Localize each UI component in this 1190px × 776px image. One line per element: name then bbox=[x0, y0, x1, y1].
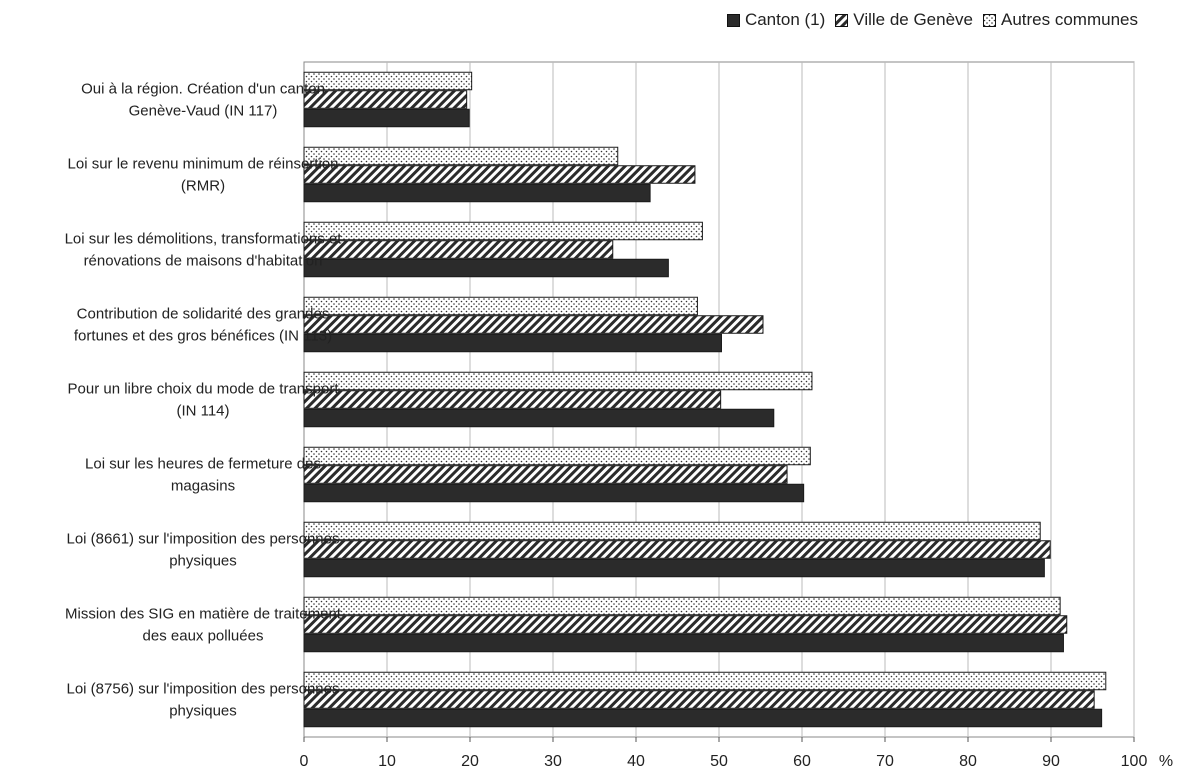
bar-dotted: Autres communes: 96.6 bbox=[303, 671, 1107, 691]
bar-diagonal-hatch: Ville de Genève: 55.3 bbox=[303, 315, 764, 334]
category-label: physiques bbox=[169, 553, 237, 570]
legend-item-canton: Canton (1) bbox=[726, 10, 826, 30]
bar-solid: Canton (1): 43.9 bbox=[303, 258, 669, 278]
category-label: rénovations de maisons d'habitation bbox=[84, 253, 323, 270]
x-axis: 0 10 20 30 40 50 60 70 80 90 100% bbox=[300, 737, 1173, 770]
x-tick-label: 20 bbox=[461, 753, 479, 770]
x-tick-label: 30 bbox=[544, 753, 562, 770]
bar-solid: Canton (1): 96.1 bbox=[303, 708, 1103, 728]
x-tick-label: 70 bbox=[876, 753, 894, 770]
legend-swatch-hatch bbox=[835, 13, 849, 27]
category-label: fortunes et des gros bénéfices (IN 113) bbox=[74, 328, 332, 345]
bar-dotted: Autres communes: 88.7 bbox=[303, 521, 1041, 541]
bars: Autres communes: 20.2Ville de Genève: 19… bbox=[303, 71, 1107, 728]
x-tick-label: 50 bbox=[710, 753, 728, 770]
bar-solid: Canton (1): 19.9 bbox=[303, 108, 470, 128]
legend-item-ville: Ville de Genève bbox=[835, 10, 973, 30]
x-tick-label: 90 bbox=[1042, 753, 1060, 770]
bar-dotted: Autres communes: 48 bbox=[303, 221, 703, 241]
category-label: Genève-Vaud (IN 117) bbox=[129, 103, 278, 120]
category-labels: Oui à la région. Création d'un canton Gen… bbox=[65, 81, 343, 720]
chart-legend: Canton (1) Ville de Genève Autres commun… bbox=[717, 10, 1138, 30]
category-label: Loi sur le revenu minimum de réinsertion bbox=[68, 156, 339, 173]
bar-solid: Canton (1): 41.7 bbox=[303, 183, 651, 203]
bar-dotted: Autres communes: 61 bbox=[303, 446, 811, 466]
legend-label-ville: Ville de Genève bbox=[853, 10, 973, 29]
category-label: Oui à la région. Création d'un canton bbox=[81, 81, 325, 98]
bar-diagonal-hatch: Ville de Genève: 37.2 bbox=[303, 240, 614, 259]
legend-label-autres: Autres communes bbox=[1001, 10, 1138, 29]
category-label: Pour un libre choix du mode de transport bbox=[68, 381, 340, 398]
bar-dotted: Autres communes: 20.2 bbox=[303, 71, 473, 91]
bar-solid: Canton (1): 91.5 bbox=[303, 633, 1064, 653]
bar-solid: Canton (1): 50.3 bbox=[303, 333, 722, 353]
x-tick-label: 80 bbox=[959, 753, 977, 770]
legend-label-canton: Canton (1) bbox=[744, 10, 826, 29]
x-tick-label: 60 bbox=[793, 753, 811, 770]
x-tick-label: 10 bbox=[378, 753, 396, 770]
category-label: Loi (8661) sur l'imposition des personne… bbox=[66, 531, 339, 548]
x-tick-label: 100 bbox=[1121, 753, 1148, 770]
bar-diagonal-hatch: Ville de Genève: 50.2 bbox=[303, 390, 722, 409]
bar-dotted: Autres communes: 91.1 bbox=[303, 596, 1061, 616]
category-label: magasins bbox=[171, 478, 235, 495]
category-label: Mission des SIG en matière de traitement bbox=[65, 606, 342, 623]
legend-swatch-solid bbox=[726, 13, 740, 27]
x-tick-label: 40 bbox=[627, 753, 645, 770]
category-label: des eaux polluées bbox=[143, 628, 264, 645]
x-tick-label: 0 bbox=[300, 753, 309, 770]
category-label: (RMR) bbox=[181, 178, 225, 195]
category-label: (IN 114) bbox=[176, 403, 229, 420]
bar-diagonal-hatch: Ville de Genève: 19.6 bbox=[303, 90, 468, 109]
bar-diagonal-hatch: Ville de Genève: 58.2 bbox=[303, 465, 788, 484]
x-unit-label: % bbox=[1159, 753, 1173, 770]
bar-dotted: Autres communes: 61.2 bbox=[303, 371, 813, 391]
bar-dotted: Autres communes: 37.8 bbox=[303, 146, 619, 166]
legend-item-autres: Autres communes bbox=[983, 10, 1138, 30]
bar-solid: Canton (1): 56.6 bbox=[303, 408, 775, 428]
bar-diagonal-hatch: Ville de Genève: 89.9 bbox=[303, 540, 1051, 559]
legend-swatch-dots bbox=[983, 13, 996, 27]
bar-dotted: Autres communes: 47.4 bbox=[303, 296, 698, 316]
category-label: Loi sur les démolitions, transformations… bbox=[65, 231, 343, 248]
category-label: Loi (8756) sur l'imposition des personne… bbox=[66, 681, 339, 698]
category-label: physiques bbox=[169, 703, 237, 720]
bar-diagonal-hatch: Ville de Genève: 95.2 bbox=[303, 690, 1095, 709]
category-label: Contribution de solidarité des grandes bbox=[77, 306, 330, 323]
bar-solid: Canton (1): 89.2 bbox=[303, 558, 1045, 578]
bar-diagonal-hatch: Ville de Genève: 47.1 bbox=[303, 165, 696, 184]
category-label: Loi sur les heures de fermeture des bbox=[85, 456, 321, 473]
bar-diagonal-hatch: Ville de Genève: 91.9 bbox=[303, 615, 1068, 634]
bar-solid: Canton (1): 60.2 bbox=[303, 483, 805, 503]
